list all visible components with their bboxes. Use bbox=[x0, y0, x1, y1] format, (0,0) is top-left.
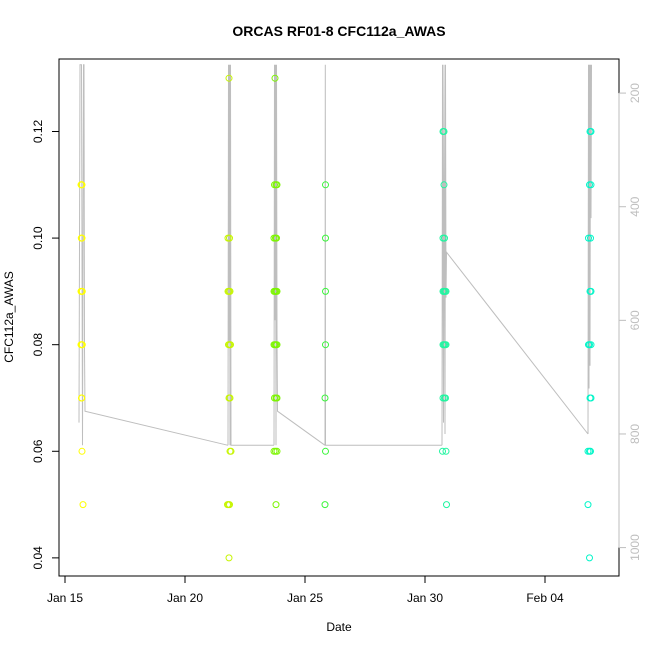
y-axis-label: CFC112a_AWAS bbox=[2, 271, 16, 363]
data-point bbox=[321, 394, 329, 402]
data-point bbox=[587, 394, 595, 402]
data-point bbox=[227, 447, 235, 455]
data-point bbox=[226, 234, 233, 242]
chart-title: ORCAS RF01-8 CFC112a_AWAS bbox=[232, 23, 445, 39]
data-point bbox=[322, 287, 329, 295]
y2-tick-label: 600 bbox=[628, 310, 642, 330]
data-point bbox=[442, 447, 450, 455]
y2-tick-label: 800 bbox=[628, 424, 642, 444]
data-point bbox=[273, 394, 281, 402]
y-tick-label: 0.06 bbox=[31, 439, 45, 463]
y-axis: 0.04 0.06 0.08 0.10 0.12 bbox=[31, 119, 60, 570]
data-point bbox=[226, 394, 234, 402]
data-point bbox=[78, 287, 86, 295]
data-point bbox=[322, 447, 329, 455]
data-point bbox=[322, 341, 329, 349]
data-point bbox=[321, 501, 329, 509]
y2-axis: 200 400 600 800 1000 bbox=[618, 83, 642, 561]
y2-tick-label: 200 bbox=[628, 83, 642, 103]
data-point bbox=[78, 234, 86, 242]
data-point bbox=[442, 394, 449, 402]
data-point bbox=[225, 74, 233, 82]
flight-track-line bbox=[273, 64, 326, 446]
flight-track-line bbox=[227, 64, 274, 446]
data-point bbox=[78, 341, 86, 349]
data-point bbox=[78, 394, 86, 402]
data-point bbox=[584, 501, 592, 509]
y-tick-label: 0.08 bbox=[31, 333, 45, 357]
data-point bbox=[440, 181, 448, 189]
data-point bbox=[443, 501, 450, 509]
data-point bbox=[587, 447, 594, 455]
x-tick-label: Jan 30 bbox=[407, 591, 443, 605]
data-point bbox=[273, 447, 281, 455]
data-point bbox=[273, 181, 281, 189]
data-point bbox=[271, 74, 279, 82]
data-point bbox=[585, 234, 592, 242]
data-point bbox=[79, 501, 87, 509]
flight-track-line bbox=[441, 64, 589, 446]
x-tick-label: Jan 15 bbox=[47, 591, 83, 605]
data-point bbox=[226, 501, 233, 509]
flight-track-line bbox=[324, 64, 442, 446]
y-tick-label: 0.12 bbox=[31, 119, 45, 143]
data-point bbox=[226, 287, 234, 295]
data-point bbox=[273, 234, 280, 242]
x-tick-label: Jan 20 bbox=[167, 591, 203, 605]
data-point bbox=[587, 128, 595, 135]
plot-frame bbox=[58, 58, 620, 577]
x-axis: Jan 15 Jan 20 Jan 25 Jan 30 Feb 04 bbox=[47, 575, 564, 605]
y2-tick-label: 400 bbox=[628, 196, 642, 216]
data-point bbox=[322, 234, 329, 242]
data-point bbox=[322, 181, 329, 189]
y2-tick-label: 1000 bbox=[628, 534, 642, 561]
data-point bbox=[273, 287, 281, 295]
data-point bbox=[587, 181, 595, 189]
data-points-layer bbox=[77, 74, 595, 562]
flight-track-layer bbox=[78, 64, 592, 446]
data-point bbox=[227, 341, 234, 349]
x-tick-label: Feb 04 bbox=[526, 591, 564, 605]
data-point bbox=[442, 287, 450, 295]
data-point bbox=[273, 341, 281, 349]
data-point bbox=[586, 554, 593, 562]
data-point bbox=[441, 234, 448, 242]
data-point bbox=[587, 234, 594, 242]
x-axis-label: Date bbox=[326, 620, 352, 634]
y-tick-label: 0.04 bbox=[31, 546, 45, 570]
flight-track-line bbox=[78, 64, 229, 446]
data-point bbox=[78, 447, 86, 455]
y-tick-label: 0.10 bbox=[31, 226, 45, 250]
data-point bbox=[78, 181, 86, 189]
x-tick-label: Jan 25 bbox=[287, 591, 323, 605]
flight-track-line bbox=[587, 64, 592, 435]
data-point bbox=[587, 287, 595, 295]
data-point bbox=[440, 128, 448, 135]
data-point bbox=[442, 341, 450, 349]
data-point bbox=[272, 501, 280, 509]
data-point bbox=[439, 447, 446, 455]
data-point bbox=[225, 554, 233, 562]
data-point bbox=[587, 341, 595, 349]
